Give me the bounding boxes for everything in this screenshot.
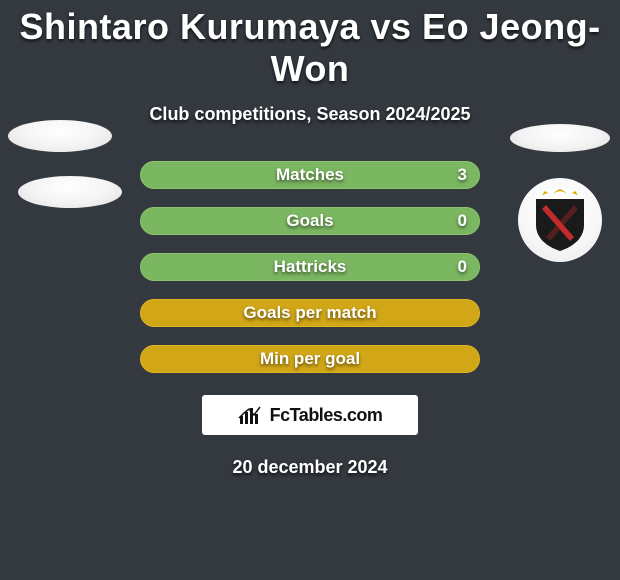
stat-row-hattricks: Hattricks 0 [140,253,480,281]
stat-label: Goals per match [243,303,376,323]
right-player-oval [510,124,610,152]
club-shield-icon [530,187,590,253]
stat-right-value: 0 [458,211,467,231]
stat-label: Hattricks [274,257,347,277]
right-player-club-logo [518,178,602,262]
watermark-text: FcTables.com [270,405,383,426]
stat-label: Min per goal [260,349,360,369]
stat-row-goals: Goals 0 [140,207,480,235]
page-title: Shintaro Kurumaya vs Eo Jeong-Won [0,0,620,90]
stat-label: Matches [276,165,344,185]
stat-row-goals-per-match: Goals per match [140,299,480,327]
stat-right-value: 0 [458,257,467,277]
page-subtitle: Club competitions, Season 2024/2025 [0,104,620,125]
stat-row-matches: Matches 3 [140,161,480,189]
watermark-badge: FcTables.com [202,395,418,435]
stat-label: Goals [286,211,333,231]
bar-chart-icon [238,404,264,426]
left-player-avatar-2 [18,176,122,208]
date-text: 20 december 2024 [0,457,620,478]
stat-right-value: 3 [458,165,467,185]
left-player-avatar-1 [8,120,112,152]
stat-row-min-per-goal: Min per goal [140,345,480,373]
